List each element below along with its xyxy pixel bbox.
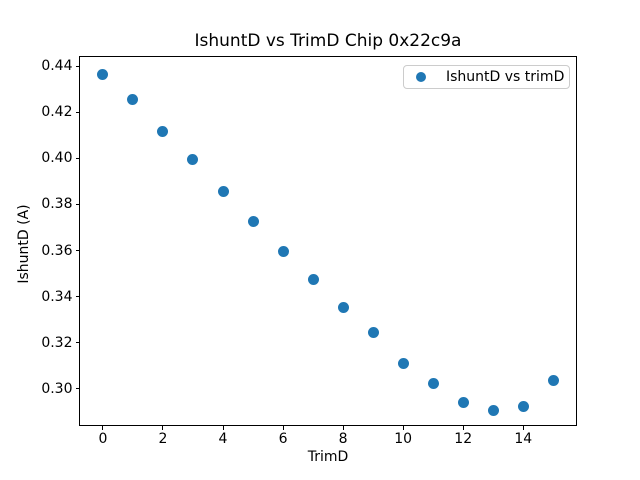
scatter-point <box>157 126 169 138</box>
y-tick-label: 0.44 <box>41 58 73 75</box>
x-tick-label: 10 <box>394 431 413 447</box>
x-tick-label: 12 <box>454 431 473 447</box>
y-tick-mark <box>75 388 80 390</box>
y-tick-label: 0.42 <box>41 104 73 121</box>
scatter-point <box>187 154 199 166</box>
y-axis-label: IshuntD (A) <box>16 204 32 284</box>
y-tick-mark <box>75 157 80 159</box>
y-tick-mark <box>75 111 80 113</box>
scatter-point <box>217 186 229 198</box>
scatter-point <box>397 358 409 370</box>
y-tick-label: 0.34 <box>41 288 73 305</box>
scatter-point <box>547 375 559 387</box>
scatter-point <box>277 246 289 258</box>
y-tick-label: 0.38 <box>41 196 73 213</box>
x-tick-label: 14 <box>514 431 533 447</box>
scatter-point <box>337 301 349 313</box>
plot-area <box>79 56 577 426</box>
scatter-point <box>97 68 109 80</box>
chart-title: IshuntD vs TrimD Chip 0x22c9a <box>194 31 462 51</box>
y-tick-mark <box>75 250 80 252</box>
scatter-point <box>517 400 529 412</box>
y-tick-mark <box>75 65 80 67</box>
x-tick-mark <box>522 426 524 430</box>
scatter-point <box>247 216 259 228</box>
x-tick-mark <box>102 426 104 430</box>
x-tick-mark <box>282 426 284 430</box>
y-tick-mark <box>75 203 80 205</box>
x-tick-mark <box>342 426 344 430</box>
scatter-point <box>487 405 499 417</box>
legend-label: IshuntD vs trimD <box>446 69 565 85</box>
x-tick-mark <box>222 426 224 430</box>
legend: IshuntD vs trimD <box>403 65 570 89</box>
x-axis-label: TrimD <box>307 449 349 465</box>
scatter-point <box>127 94 139 106</box>
scatter-point <box>307 273 319 285</box>
y-tick-mark <box>75 296 80 298</box>
x-tick-mark <box>402 426 404 430</box>
x-tick-label: 4 <box>218 431 228 447</box>
y-tick-label: 0.36 <box>41 242 73 259</box>
x-tick-mark <box>162 426 164 430</box>
scatter-point <box>457 397 469 409</box>
y-tick-label: 0.40 <box>41 150 73 167</box>
x-tick-label: 6 <box>278 431 288 447</box>
scatter-point <box>427 377 439 389</box>
scatter-point <box>367 326 379 338</box>
x-tick-label: 8 <box>338 431 348 447</box>
legend-marker-icon <box>416 72 426 82</box>
x-tick-mark <box>462 426 464 430</box>
y-tick-label: 0.32 <box>41 334 73 351</box>
x-tick-label: 0 <box>98 431 108 447</box>
y-tick-mark <box>75 342 80 344</box>
y-tick-label: 0.30 <box>41 380 73 397</box>
x-tick-label: 2 <box>158 431 168 447</box>
